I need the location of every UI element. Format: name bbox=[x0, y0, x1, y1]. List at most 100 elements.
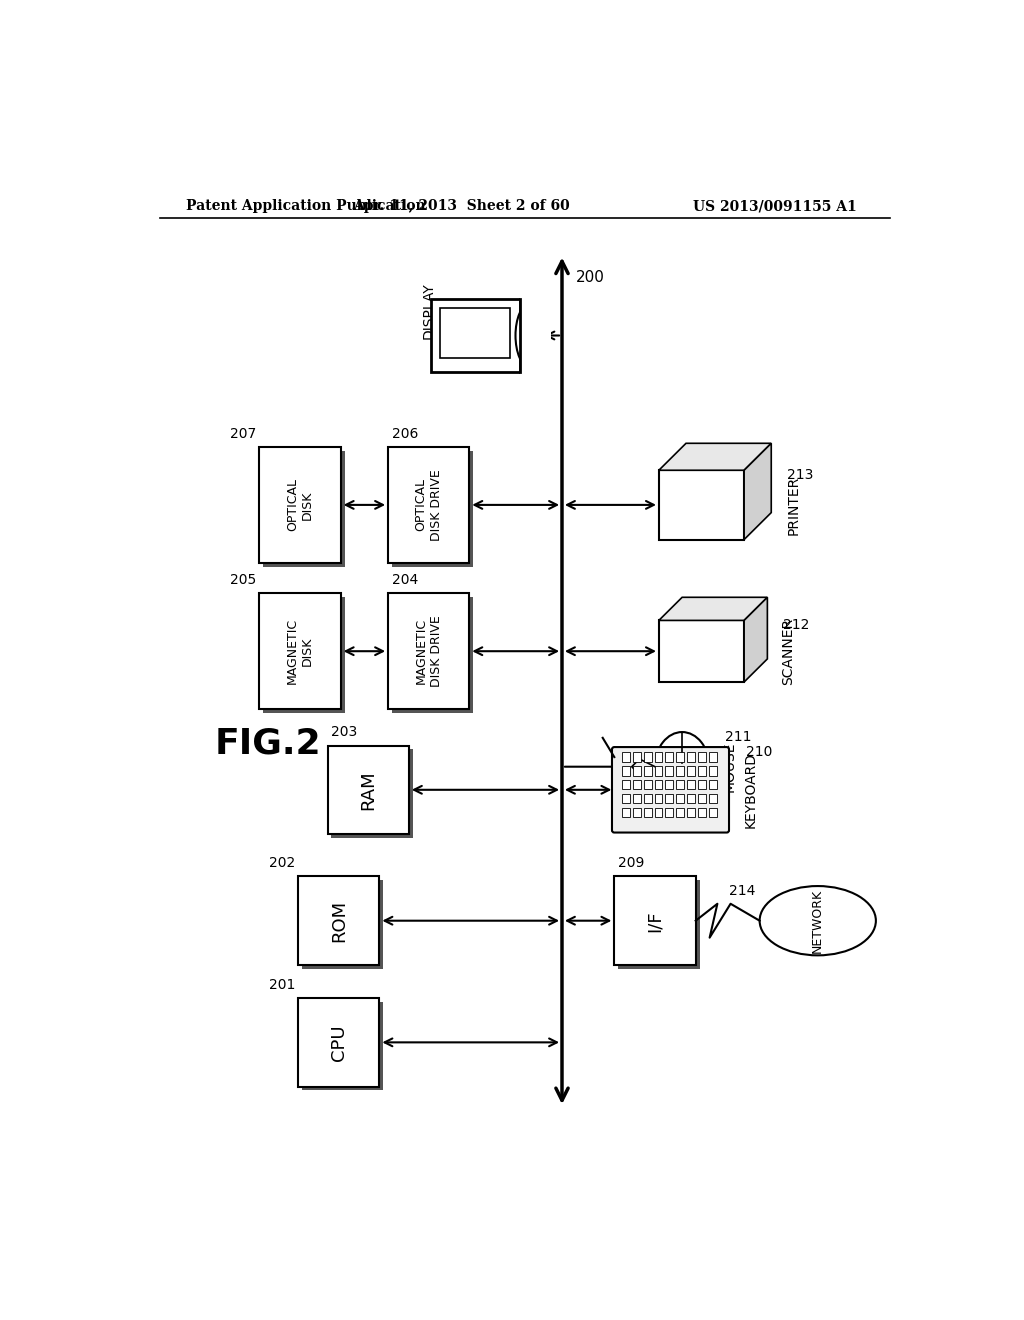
Text: 209: 209 bbox=[618, 857, 644, 870]
Text: NETWORK: NETWORK bbox=[811, 888, 824, 953]
FancyBboxPatch shape bbox=[612, 747, 729, 833]
Bar bbox=[654, 808, 663, 817]
Bar bbox=[302, 1002, 383, 1090]
Bar bbox=[687, 767, 695, 776]
Text: 212: 212 bbox=[783, 618, 809, 632]
Bar bbox=[687, 795, 695, 804]
Bar bbox=[698, 767, 706, 776]
Bar bbox=[259, 594, 341, 709]
Bar bbox=[618, 880, 699, 969]
Bar bbox=[633, 808, 641, 817]
Bar bbox=[709, 808, 717, 817]
Bar bbox=[622, 767, 630, 776]
Text: 213: 213 bbox=[786, 467, 813, 482]
Bar bbox=[676, 752, 684, 762]
Bar bbox=[622, 808, 630, 817]
Bar bbox=[654, 752, 663, 762]
Bar bbox=[622, 795, 630, 804]
Ellipse shape bbox=[515, 305, 543, 367]
Text: 208: 208 bbox=[454, 345, 480, 359]
Bar bbox=[666, 752, 673, 762]
Text: 211: 211 bbox=[725, 730, 752, 743]
Text: 205: 205 bbox=[230, 573, 256, 587]
Text: 210: 210 bbox=[746, 744, 772, 759]
Bar bbox=[388, 447, 469, 562]
Bar bbox=[263, 451, 345, 566]
Bar bbox=[298, 876, 380, 965]
Bar bbox=[388, 594, 469, 709]
Bar bbox=[698, 752, 706, 762]
Bar bbox=[687, 780, 695, 789]
Bar bbox=[302, 880, 383, 969]
Bar bbox=[654, 767, 663, 776]
Text: OPTICAL
DISK: OPTICAL DISK bbox=[286, 478, 314, 532]
Text: MOUSE: MOUSE bbox=[722, 742, 736, 792]
Bar bbox=[709, 795, 717, 804]
Text: Apr. 11, 2013  Sheet 2 of 60: Apr. 11, 2013 Sheet 2 of 60 bbox=[353, 199, 569, 213]
Bar bbox=[259, 447, 341, 562]
Bar bbox=[328, 746, 409, 834]
Ellipse shape bbox=[655, 733, 710, 801]
Bar bbox=[666, 767, 673, 776]
Bar bbox=[263, 597, 345, 713]
Bar bbox=[644, 795, 651, 804]
Bar bbox=[698, 780, 706, 789]
Bar bbox=[654, 795, 663, 804]
Bar bbox=[709, 752, 717, 762]
Bar bbox=[614, 876, 695, 965]
Bar bbox=[644, 767, 651, 776]
Bar bbox=[666, 795, 673, 804]
Bar bbox=[687, 752, 695, 762]
Bar bbox=[298, 998, 380, 1086]
Bar bbox=[644, 808, 651, 817]
Bar bbox=[633, 795, 641, 804]
Text: 204: 204 bbox=[392, 573, 418, 587]
Bar bbox=[666, 808, 673, 817]
Bar bbox=[658, 620, 744, 682]
Text: US 2013/0091155 A1: US 2013/0091155 A1 bbox=[693, 199, 856, 213]
Bar bbox=[676, 780, 684, 789]
Polygon shape bbox=[744, 598, 767, 682]
Text: MAGNETIC
DISK DRIVE: MAGNETIC DISK DRIVE bbox=[415, 615, 442, 688]
Text: 207: 207 bbox=[230, 426, 256, 441]
Bar bbox=[440, 309, 510, 358]
Text: PRINTER: PRINTER bbox=[786, 475, 801, 535]
Bar bbox=[332, 750, 413, 838]
Text: DISPLAY: DISPLAY bbox=[422, 282, 435, 339]
Text: KEYBOARD: KEYBOARD bbox=[743, 752, 758, 828]
Bar bbox=[687, 808, 695, 817]
Bar bbox=[392, 597, 473, 713]
Bar bbox=[633, 767, 641, 776]
Bar bbox=[658, 470, 744, 540]
Bar bbox=[520, 296, 551, 376]
Text: 206: 206 bbox=[392, 426, 418, 441]
Bar bbox=[676, 795, 684, 804]
Text: 203: 203 bbox=[332, 726, 357, 739]
Text: 202: 202 bbox=[268, 857, 295, 870]
Bar bbox=[676, 767, 684, 776]
Text: FIG.2: FIG.2 bbox=[215, 726, 322, 760]
Text: 200: 200 bbox=[575, 271, 605, 285]
Text: OPTICAL
DISK DRIVE: OPTICAL DISK DRIVE bbox=[415, 469, 442, 541]
Polygon shape bbox=[658, 444, 771, 470]
Bar bbox=[644, 780, 651, 789]
Bar bbox=[698, 795, 706, 804]
Text: Patent Application Publication: Patent Application Publication bbox=[186, 199, 426, 213]
Bar bbox=[709, 767, 717, 776]
Bar bbox=[622, 780, 630, 789]
Text: MAGNETIC
DISK: MAGNETIC DISK bbox=[286, 618, 314, 684]
Bar bbox=[633, 780, 641, 789]
Text: ROM: ROM bbox=[330, 900, 348, 941]
Bar bbox=[622, 752, 630, 762]
Text: 201: 201 bbox=[268, 978, 295, 991]
Text: CPU: CPU bbox=[330, 1024, 348, 1061]
Bar bbox=[666, 780, 673, 789]
Bar bbox=[654, 780, 663, 789]
Polygon shape bbox=[658, 598, 767, 620]
Bar bbox=[709, 780, 717, 789]
Bar bbox=[676, 808, 684, 817]
Ellipse shape bbox=[760, 886, 876, 956]
Polygon shape bbox=[744, 444, 771, 540]
Bar bbox=[392, 451, 473, 566]
Text: I/F: I/F bbox=[646, 909, 664, 932]
